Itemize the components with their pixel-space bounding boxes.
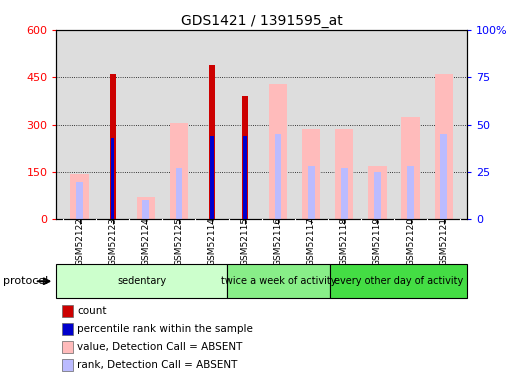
Text: GSM52125: GSM52125 <box>174 217 183 266</box>
Bar <box>170 123 188 219</box>
Bar <box>407 166 414 219</box>
Bar <box>269 84 287 219</box>
Bar <box>175 168 182 219</box>
Bar <box>111 138 114 219</box>
Title: GDS1421 / 1391595_at: GDS1421 / 1391595_at <box>181 13 343 28</box>
Bar <box>435 74 453 219</box>
Bar <box>402 117 420 219</box>
Bar <box>440 134 447 219</box>
Bar <box>374 172 381 219</box>
Text: GSM52114: GSM52114 <box>207 217 216 266</box>
Bar <box>110 74 115 219</box>
Text: rank, Detection Call = ABSENT: rank, Detection Call = ABSENT <box>77 360 238 370</box>
Text: GSM52123: GSM52123 <box>108 217 117 266</box>
Bar <box>275 134 282 219</box>
Text: count: count <box>77 306 107 316</box>
Bar <box>143 200 149 219</box>
Text: GSM52120: GSM52120 <box>406 217 415 266</box>
Text: value, Detection Call = ABSENT: value, Detection Call = ABSENT <box>77 342 242 352</box>
Text: percentile rank within the sample: percentile rank within the sample <box>77 324 253 334</box>
Text: sedentary: sedentary <box>117 276 167 286</box>
Text: protocol: protocol <box>3 276 48 286</box>
Bar <box>70 174 89 219</box>
Bar <box>209 65 215 219</box>
Bar <box>136 197 155 219</box>
Bar <box>76 182 83 219</box>
Bar <box>336 129 353 219</box>
Text: GSM52117: GSM52117 <box>307 217 316 266</box>
Text: GSM52116: GSM52116 <box>273 217 283 266</box>
Bar <box>244 136 247 219</box>
Text: GSM52121: GSM52121 <box>439 217 448 266</box>
Text: twice a week of activity: twice a week of activity <box>221 276 337 286</box>
FancyBboxPatch shape <box>330 264 467 298</box>
FancyBboxPatch shape <box>227 264 330 298</box>
FancyBboxPatch shape <box>56 264 227 298</box>
Bar <box>368 166 387 219</box>
Bar <box>242 96 248 219</box>
Text: GSM52122: GSM52122 <box>75 217 84 266</box>
Text: GSM52119: GSM52119 <box>373 217 382 266</box>
Bar <box>341 168 348 219</box>
Bar <box>302 129 321 219</box>
Text: GSM52115: GSM52115 <box>241 217 250 266</box>
Text: GSM52118: GSM52118 <box>340 217 349 266</box>
Bar <box>308 166 314 219</box>
Bar <box>210 136 213 219</box>
Text: every other day of activity: every other day of activity <box>334 276 463 286</box>
Text: GSM52124: GSM52124 <box>141 217 150 266</box>
